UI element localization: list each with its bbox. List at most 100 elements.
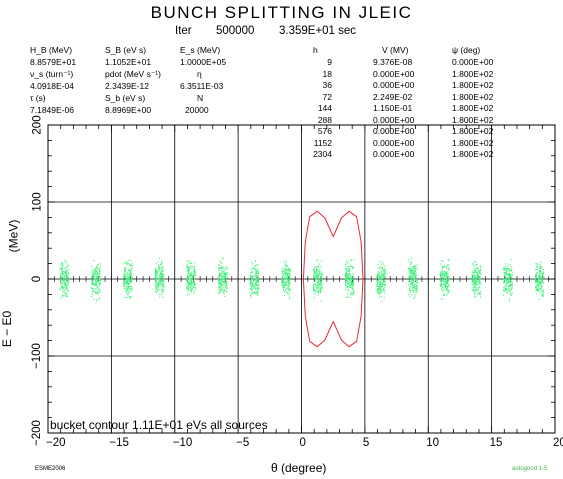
particle [96,269,98,272]
particle [511,282,513,284]
particle [536,289,538,291]
particle [478,292,480,294]
particle [160,294,162,296]
particle [410,275,412,277]
particle [410,278,413,280]
particle [381,300,383,302]
particle [315,278,317,280]
particle [162,266,165,268]
particle [94,270,96,272]
particle [349,279,351,281]
particle [409,272,411,274]
particle [536,284,538,286]
particle [188,269,190,271]
particle [222,272,224,274]
particle [251,278,254,280]
particle [508,282,510,284]
particle [187,267,189,269]
particle [222,270,224,272]
particle [542,273,544,275]
particle [474,267,476,269]
particle [94,271,96,273]
particle [162,278,165,280]
particle [249,282,251,284]
particle [223,291,225,293]
particle [129,297,131,299]
particle [380,282,382,284]
particle [381,286,383,288]
particle [221,267,223,269]
particle [161,262,163,264]
particle [217,293,219,295]
particle [61,268,63,270]
particle [320,283,322,285]
particle [130,269,132,271]
particle [414,288,416,290]
particle [129,274,131,276]
particle [446,294,448,296]
particle [447,279,449,282]
particle [377,267,379,269]
particle [282,270,284,272]
particle [189,278,191,280]
particle [416,284,418,286]
particle [471,283,473,285]
particle [384,265,386,267]
particle [448,259,450,261]
particle [193,284,195,286]
particle [480,278,482,280]
particle [415,291,417,293]
particle [535,285,538,287]
particle [192,275,194,277]
particle [509,284,511,286]
particle [218,268,220,270]
particle [345,277,347,280]
particle [99,280,101,282]
particle [384,283,386,285]
particle [190,265,192,267]
particle [129,285,131,288]
particle [288,279,290,281]
particle [96,266,98,268]
particle [219,275,221,277]
particle [476,289,478,291]
particle [348,267,350,270]
particle [94,291,97,293]
particle [534,279,536,281]
particle [317,289,319,291]
particle [160,284,162,286]
particle [91,265,93,267]
y-tick-label: 200 [31,115,44,135]
particle [383,270,385,272]
particle [256,284,258,286]
particle [66,285,68,287]
particle [289,277,291,279]
particle [283,275,286,277]
particle [161,266,163,268]
particle [443,273,446,275]
particle [535,269,537,271]
particle [222,278,224,280]
particle [91,294,93,296]
particle [128,289,130,291]
particle [226,268,228,270]
particle [416,288,418,290]
particle [61,277,63,279]
y-tick-label: −100 [30,343,43,369]
particle [125,279,127,281]
particle [443,275,445,277]
particle [127,282,129,285]
particle [258,287,260,289]
particle [93,278,95,280]
harmonic-cell: 0.000E+00 [452,57,494,67]
particle [348,285,350,288]
particle [221,284,223,286]
particle [320,287,322,289]
particle [504,271,506,273]
particle [91,287,93,289]
particle [317,274,319,276]
particle [156,282,158,284]
particle [159,282,161,284]
particle [472,289,474,291]
particle [188,260,190,262]
